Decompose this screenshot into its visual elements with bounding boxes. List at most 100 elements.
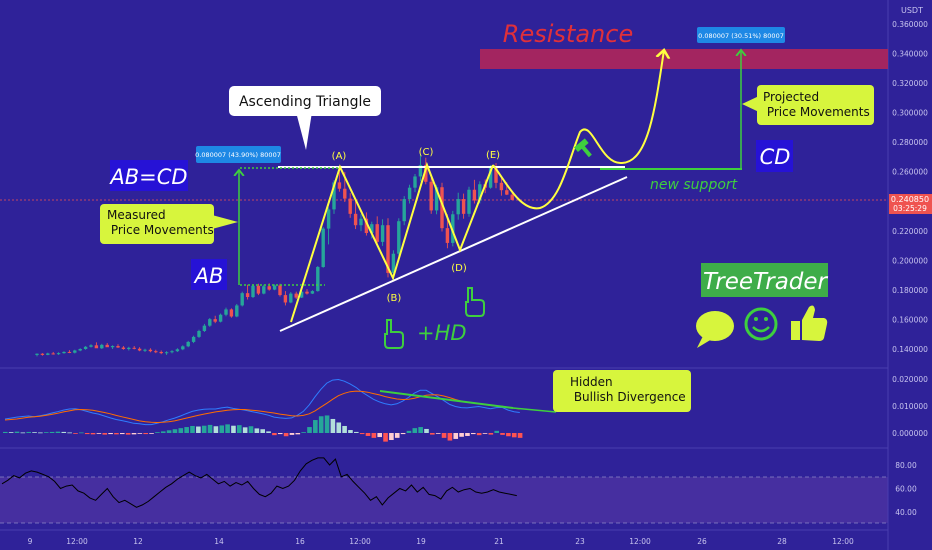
divergence-line <box>379 390 514 409</box>
candle-body <box>278 285 282 296</box>
macd-bar <box>184 427 189 433</box>
candle-body <box>175 349 180 352</box>
candle-body <box>191 336 196 342</box>
macd-bar <box>336 422 342 433</box>
candle-body <box>181 346 185 350</box>
point-c-label: (C) <box>419 147 434 158</box>
candle-body <box>505 190 509 195</box>
candle-body <box>402 199 406 222</box>
macd-bar <box>114 433 119 435</box>
macd-bar <box>190 425 195 433</box>
thumbs-up-icon <box>791 305 828 341</box>
hd-label: +HD <box>417 321 467 345</box>
candle-body <box>353 213 358 226</box>
macd-bar <box>266 431 271 433</box>
macd-bar <box>359 433 365 435</box>
ab-cd-label: AB=CD <box>108 165 187 189</box>
candle-body <box>213 319 217 322</box>
candle-body <box>310 291 315 294</box>
candle-body <box>348 198 352 214</box>
macd-bar <box>494 430 499 433</box>
time-tick: 23 <box>575 537 585 546</box>
macd-bar <box>406 430 412 433</box>
candle-body <box>240 293 244 306</box>
candle-body <box>429 181 433 211</box>
macd-tick: 0.000000 <box>892 429 928 438</box>
candle-body <box>105 344 109 348</box>
projected-callout-pointer <box>742 96 759 112</box>
macd-bar <box>196 426 201 433</box>
time-axis[interactable]: 9 12:00 12 14 16 12:00 19 21 23 12:00 26 28 12:00 <box>28 537 854 546</box>
macd-bar <box>517 433 523 438</box>
price-tick: 0.340000 <box>892 50 928 59</box>
resistance-zone[interactable] <box>480 49 888 69</box>
pointing-hand-icon <box>384 319 404 349</box>
price-axis[interactable]: 0.360000 0.340000 0.320000 0.300000 0.280000… <box>892 20 928 354</box>
macd-bar <box>32 432 37 433</box>
time-tick: 14 <box>214 537 224 546</box>
candle-body <box>472 189 477 201</box>
candle-body <box>186 341 190 347</box>
macd-bar <box>412 428 418 433</box>
speech-bubble-icon <box>696 311 734 348</box>
macd-bar <box>102 433 108 435</box>
point-d-label: (D) <box>451 263 467 274</box>
macd-bar <box>137 433 143 434</box>
candle-body <box>283 295 288 303</box>
candle-body <box>197 330 201 337</box>
candle-body <box>391 253 396 273</box>
pointing-hand-icon <box>465 287 485 317</box>
resistance-label: Resistance <box>503 20 633 48</box>
candle-body <box>73 350 77 353</box>
candle-body <box>326 209 331 229</box>
macd-axis[interactable]: 0.020000 0.010000 0.000000 <box>892 375 928 438</box>
price-tick: 0.140000 <box>892 345 928 354</box>
rsi-axis[interactable]: 80.00 60.00 40.00 <box>895 461 917 517</box>
macd-bar <box>272 433 277 436</box>
current-price-tag <box>889 194 932 214</box>
candle-body <box>267 286 271 290</box>
ascending-triangle-callout <box>229 86 381 116</box>
macd-bar <box>207 424 213 433</box>
macd-bar <box>79 432 84 434</box>
price-tick: 0.200000 <box>892 256 928 265</box>
time-tick: 28 <box>777 537 787 546</box>
macd-bar <box>73 433 78 434</box>
brand-label: TreeTrader <box>703 269 829 295</box>
candle-body <box>451 214 455 243</box>
macd-bar <box>166 430 172 433</box>
macd-bar <box>143 433 148 435</box>
candle-body <box>229 309 234 317</box>
macd-bar <box>400 433 406 435</box>
candle-body <box>375 224 379 242</box>
candle-body <box>56 353 61 355</box>
candle-body <box>478 184 482 201</box>
candle-body <box>418 165 423 177</box>
macd-bar <box>506 433 511 437</box>
projected-callout <box>757 85 874 125</box>
macd-bar <box>430 433 435 435</box>
ascending-triangle-label: Ascending Triangle <box>239 94 371 110</box>
price-tick: 0.180000 <box>892 286 928 295</box>
candle-body <box>413 176 417 188</box>
candle-body <box>510 194 514 200</box>
candle-body <box>35 353 39 355</box>
cd-label: CD <box>760 145 791 169</box>
macd-bar <box>14 431 20 433</box>
candle-body <box>380 225 385 242</box>
cd-box <box>756 140 793 172</box>
candle-body <box>208 319 212 326</box>
macd-bar <box>84 433 90 435</box>
macd-bar <box>225 424 230 433</box>
rsi-group <box>1 457 517 508</box>
candle-body <box>116 346 120 348</box>
candle-body <box>386 225 390 273</box>
candle-body <box>272 285 277 290</box>
ascending-triangle-callout-pointer <box>296 112 312 150</box>
candle-body <box>100 344 104 349</box>
macd-bar <box>149 433 154 434</box>
macd-bar <box>61 431 67 433</box>
macd-bar <box>155 432 160 433</box>
macd-bar <box>441 433 447 438</box>
